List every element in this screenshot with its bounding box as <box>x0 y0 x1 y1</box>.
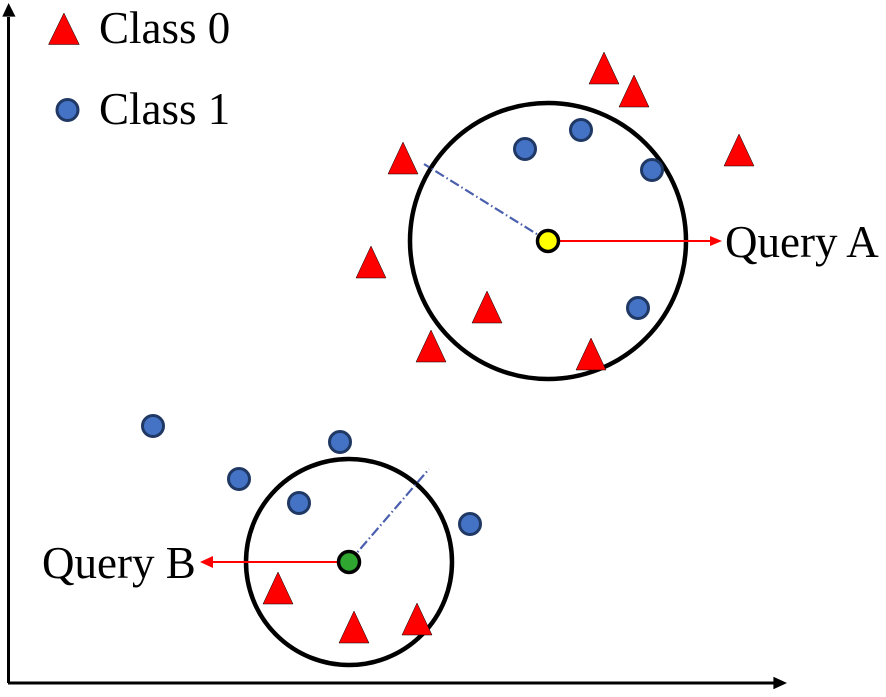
svg-text:Class 0: Class 0 <box>99 3 230 53</box>
svg-text:Class 1: Class 1 <box>99 84 230 134</box>
svg-text:Query B: Query B <box>42 538 196 588</box>
svg-text:Query A: Query A <box>725 217 879 267</box>
